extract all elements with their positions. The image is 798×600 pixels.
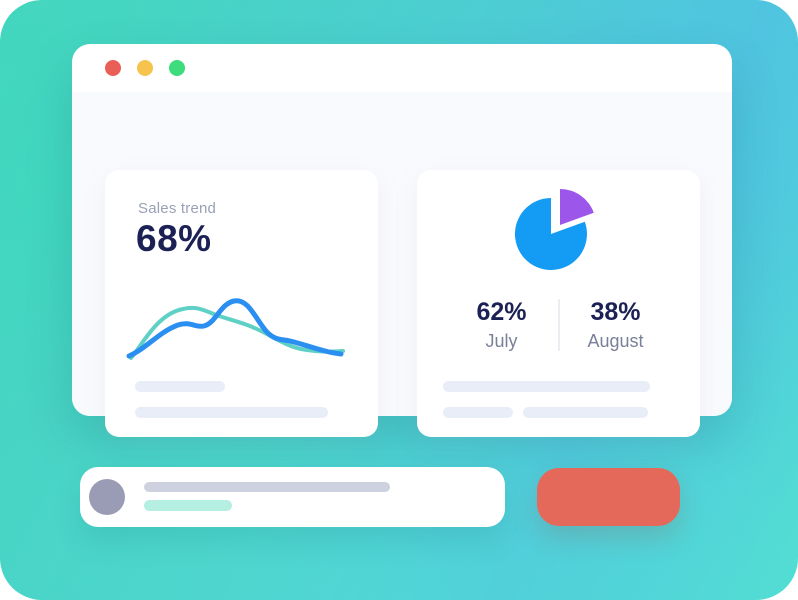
text-placeholder-bar: [135, 381, 225, 392]
pie-slice-august: [560, 189, 594, 225]
text-placeholder-bar: [523, 407, 648, 418]
user-list-item[interactable]: [80, 467, 505, 527]
text-placeholder-bar: [135, 407, 328, 418]
cta-button[interactable]: [537, 468, 680, 526]
text-placeholder-bar: [443, 407, 513, 418]
minimize-window-button[interactable]: [137, 60, 153, 76]
avatar: [89, 479, 125, 515]
legend-item-july: 62% July: [446, 298, 558, 352]
pie-chart-card: 62% July 38% August: [417, 170, 700, 437]
sales-card-title: Sales trend: [138, 200, 217, 217]
blue-line-series: [126, 298, 344, 359]
line-chart: [126, 298, 345, 360]
text-placeholder-bar: [144, 500, 232, 511]
legend-divider: [557, 299, 560, 351]
sales-trend-card: Sales trend 68%: [105, 170, 378, 437]
teal-line-series: [129, 305, 345, 360]
maximize-window-button[interactable]: [169, 60, 185, 76]
close-window-button[interactable]: [105, 60, 121, 76]
legend-item-august: 38% August: [560, 298, 672, 352]
browser-window: Sales trend 68% 62% July: [72, 44, 732, 437]
text-placeholder-bar: [144, 482, 390, 492]
august-percentage: 38%: [590, 298, 641, 326]
pie-slice-july: [514, 197, 587, 270]
text-placeholder-bar: [443, 381, 650, 392]
sales-percentage-value: 68%: [136, 218, 212, 259]
window-titlebar: [72, 44, 732, 92]
window-content: Sales trend 68% 62% July: [72, 92, 732, 437]
pie-legend: 62% July 38% August: [417, 298, 700, 352]
july-label: July: [485, 331, 518, 351]
august-label: August: [587, 331, 644, 351]
july-percentage: 62%: [476, 298, 527, 326]
pie-chart: [514, 189, 594, 270]
